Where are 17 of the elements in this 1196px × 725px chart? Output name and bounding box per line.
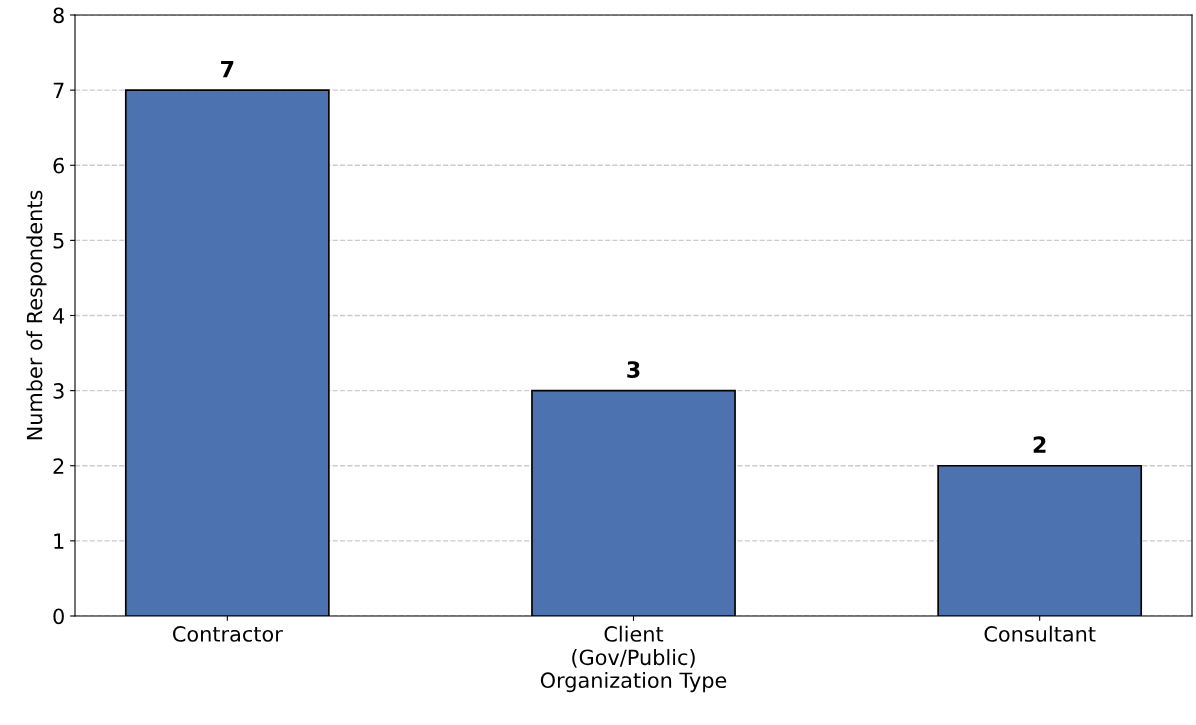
y-tick-label: 4 (53, 308, 65, 324)
x-tick-label: Contractor (173, 626, 283, 642)
data-label: 2 (1033, 436, 1046, 453)
x-tick-label: Client (Gov/Public) (572, 625, 695, 668)
x-axis-title: Organization Type (540, 671, 727, 693)
y-tick-label: 0 (53, 608, 64, 625)
y-axis-title: Number of Respondents (26, 190, 47, 440)
data-label: 3 (627, 361, 640, 378)
y-tick-label: 8 (53, 7, 64, 24)
y-tick-label: 6 (53, 157, 64, 174)
y-tick-label: 2 (53, 458, 64, 474)
data-label: 7 (221, 60, 234, 78)
y-tick-label: 1 (54, 533, 64, 549)
x-tick-label: Consultant (984, 625, 1096, 642)
y-tick-label: 3 (53, 383, 64, 399)
y-tick-label: 5 (53, 233, 64, 249)
y-tick-label: 7 (53, 82, 64, 99)
